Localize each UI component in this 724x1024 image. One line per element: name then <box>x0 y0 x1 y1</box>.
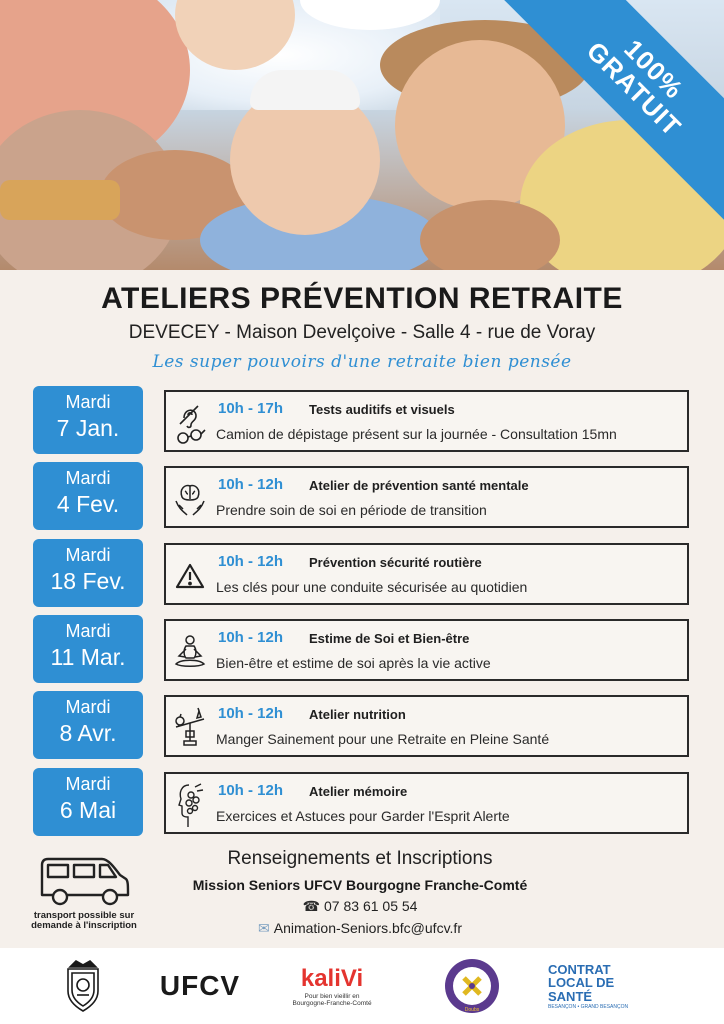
session-row: Mardi 7 Jan. 10h - 17h Tests auditifs et… <box>33 386 689 454</box>
session-topic: Atelier mémoire <box>309 784 408 799</box>
session-topic: Tests auditifs et visuels <box>309 402 455 417</box>
kalivi-tagline: Pour bien vieillir en Bourgogne-Franche-… <box>292 993 372 1007</box>
session-row: Mardi 18 Fev. 10h - 12h Prévention sécur… <box>33 539 689 607</box>
email-line: ✉ Animation-Seniors.bfc@ufcv.fr <box>200 920 520 937</box>
session-card: 10h - 12h Estime de Soi et Bien-être Bie… <box>164 619 689 681</box>
date-badge: Mardi 11 Mar. <box>33 615 143 683</box>
session-card: 10h - 12h Atelier mémoire Exercices et A… <box>164 772 689 834</box>
session-time: 10h - 12h <box>218 782 284 799</box>
ufcv-logo-text: UFCV <box>159 970 241 1001</box>
partner-logos: UFCV kaliVi Pour bien vieillir en Bourgo… <box>0 948 724 1024</box>
session-topic: Estime de Soi et Bien-être <box>309 631 470 646</box>
session-date: 8 Avr. <box>59 720 117 746</box>
session-topic: Atelier de prévention santé mentale <box>309 478 529 493</box>
coat-of-arms-logo <box>58 948 108 1024</box>
session-description: Exercices et Astuces pour Garder l'Espri… <box>216 808 510 824</box>
meditation-icon <box>172 629 208 675</box>
session-card: 10h - 12h Atelier de prévention santé me… <box>164 466 689 528</box>
session-row: Mardi 4 Fev. 10h - 12h Atelier de préven… <box>33 462 689 530</box>
head-flowers-icon <box>172 782 208 828</box>
session-time: 10h - 12h <box>218 629 284 646</box>
page-title: ATELIERS PRÉVENTION RETRAITE <box>101 282 623 315</box>
transport-note: transport possible sur demande à l'inscr… <box>31 910 137 931</box>
session-description: Manger Sainement pour une Retraite en Pl… <box>216 731 550 747</box>
session-card: 10h - 12h Atelier nutrition Manger Saine… <box>164 695 689 757</box>
date-badge: Mardi 6 Mai <box>33 768 143 836</box>
location-subtitle: DEVECEY - Maison Develçoive - Salle 4 - … <box>128 322 596 343</box>
session-day: Mardi <box>65 774 111 794</box>
phone-number[interactable]: 07 83 61 05 54 <box>324 898 418 914</box>
session-row: Mardi 11 Mar. 10h - 12h Estime de Soi et… <box>33 615 689 683</box>
hero-photo: 100% GRATUIT <box>0 0 724 270</box>
session-card: 10h - 17h Tests auditifs et visuels Cami… <box>164 390 689 452</box>
contact-organization: Mission Seniors UFCV Bourgogne Franche-C… <box>192 877 528 893</box>
free-ribbon: 100% GRATUIT <box>486 0 724 237</box>
session-description: Bien-être et estime de soi après la vie … <box>216 655 491 671</box>
balance-food-icon <box>172 705 208 751</box>
ufcv-logo: UFCV <box>150 948 250 1024</box>
session-row: Mardi 6 Mai 10h - 12h Atelier mémoire Ex… <box>33 768 689 836</box>
session-day: Mardi <box>65 621 111 641</box>
session-day: Mardi <box>65 545 111 565</box>
session-day: Mardi <box>65 697 111 717</box>
session-time: 10h - 12h <box>218 705 284 722</box>
session-time: 10h - 12h <box>218 553 284 570</box>
date-badge: Mardi 7 Jan. <box>33 386 143 454</box>
session-date: 18 Fev. <box>50 568 126 594</box>
cls-line-1: CONTRAT <box>548 961 611 977</box>
phone-line: ☎ 07 83 61 05 54 <box>200 898 520 915</box>
cls-subline: BESANÇON • GRAND BESANÇON <box>548 1003 629 1010</box>
kalivi-logo-text: kaliVi <box>300 965 364 992</box>
session-date: 4 Fev. <box>56 491 120 517</box>
envelope-icon: ✉ <box>258 920 270 936</box>
contact-title: Renseignements et Inscriptions <box>227 848 493 869</box>
session-date: 7 Jan. <box>56 415 120 441</box>
doubs-logo: Doubs <box>432 948 512 1024</box>
session-description: Camion de dépistage présent sur la journ… <box>216 426 617 442</box>
session-day: Mardi <box>65 392 111 412</box>
warning-triangle-icon <box>172 553 208 599</box>
session-date: 11 Mar. <box>50 644 126 670</box>
session-card: 10h - 12h Prévention sécurité routière L… <box>164 543 689 605</box>
email-address[interactable]: Animation-Seniors.bfc@ufcv.fr <box>273 920 462 936</box>
session-time: 10h - 12h <box>218 476 284 493</box>
date-badge: Mardi 8 Avr. <box>33 691 143 759</box>
date-badge: Mardi 18 Fev. <box>33 539 143 607</box>
session-description: Les clés pour une conduite sécurisée au … <box>216 579 528 595</box>
cls-line-2: LOCAL DE SANTÉ <box>548 974 615 1004</box>
session-topic: Atelier nutrition <box>309 707 406 722</box>
session-day: Mardi <box>65 468 111 488</box>
session-row: Mardi 8 Avr. 10h - 12h Atelier nutrition… <box>33 691 689 759</box>
session-description: Prendre soin de soi en période de transi… <box>216 502 487 518</box>
hearing-glasses-icon <box>172 400 208 446</box>
kalivi-logo: kaliVi Pour bien vieillir en Bourgogne-F… <box>282 948 382 1024</box>
phone-icon: ☎ <box>302 898 321 914</box>
session-topic: Prévention sécurité routière <box>309 555 482 570</box>
doubs-label: Doubs <box>465 1007 480 1013</box>
session-date: 6 Mai <box>59 797 117 823</box>
brain-hands-icon <box>172 476 208 522</box>
session-time: 10h - 17h <box>218 400 284 417</box>
van-icon <box>36 855 132 909</box>
contrat-local-sante-logo: CONTRAT LOCAL DE SANTÉ BESANÇON • GRAND … <box>548 948 658 1024</box>
tagline: Les super pouvoirs d'une retraite bien p… <box>152 352 572 372</box>
date-badge: Mardi 4 Fev. <box>33 462 143 530</box>
